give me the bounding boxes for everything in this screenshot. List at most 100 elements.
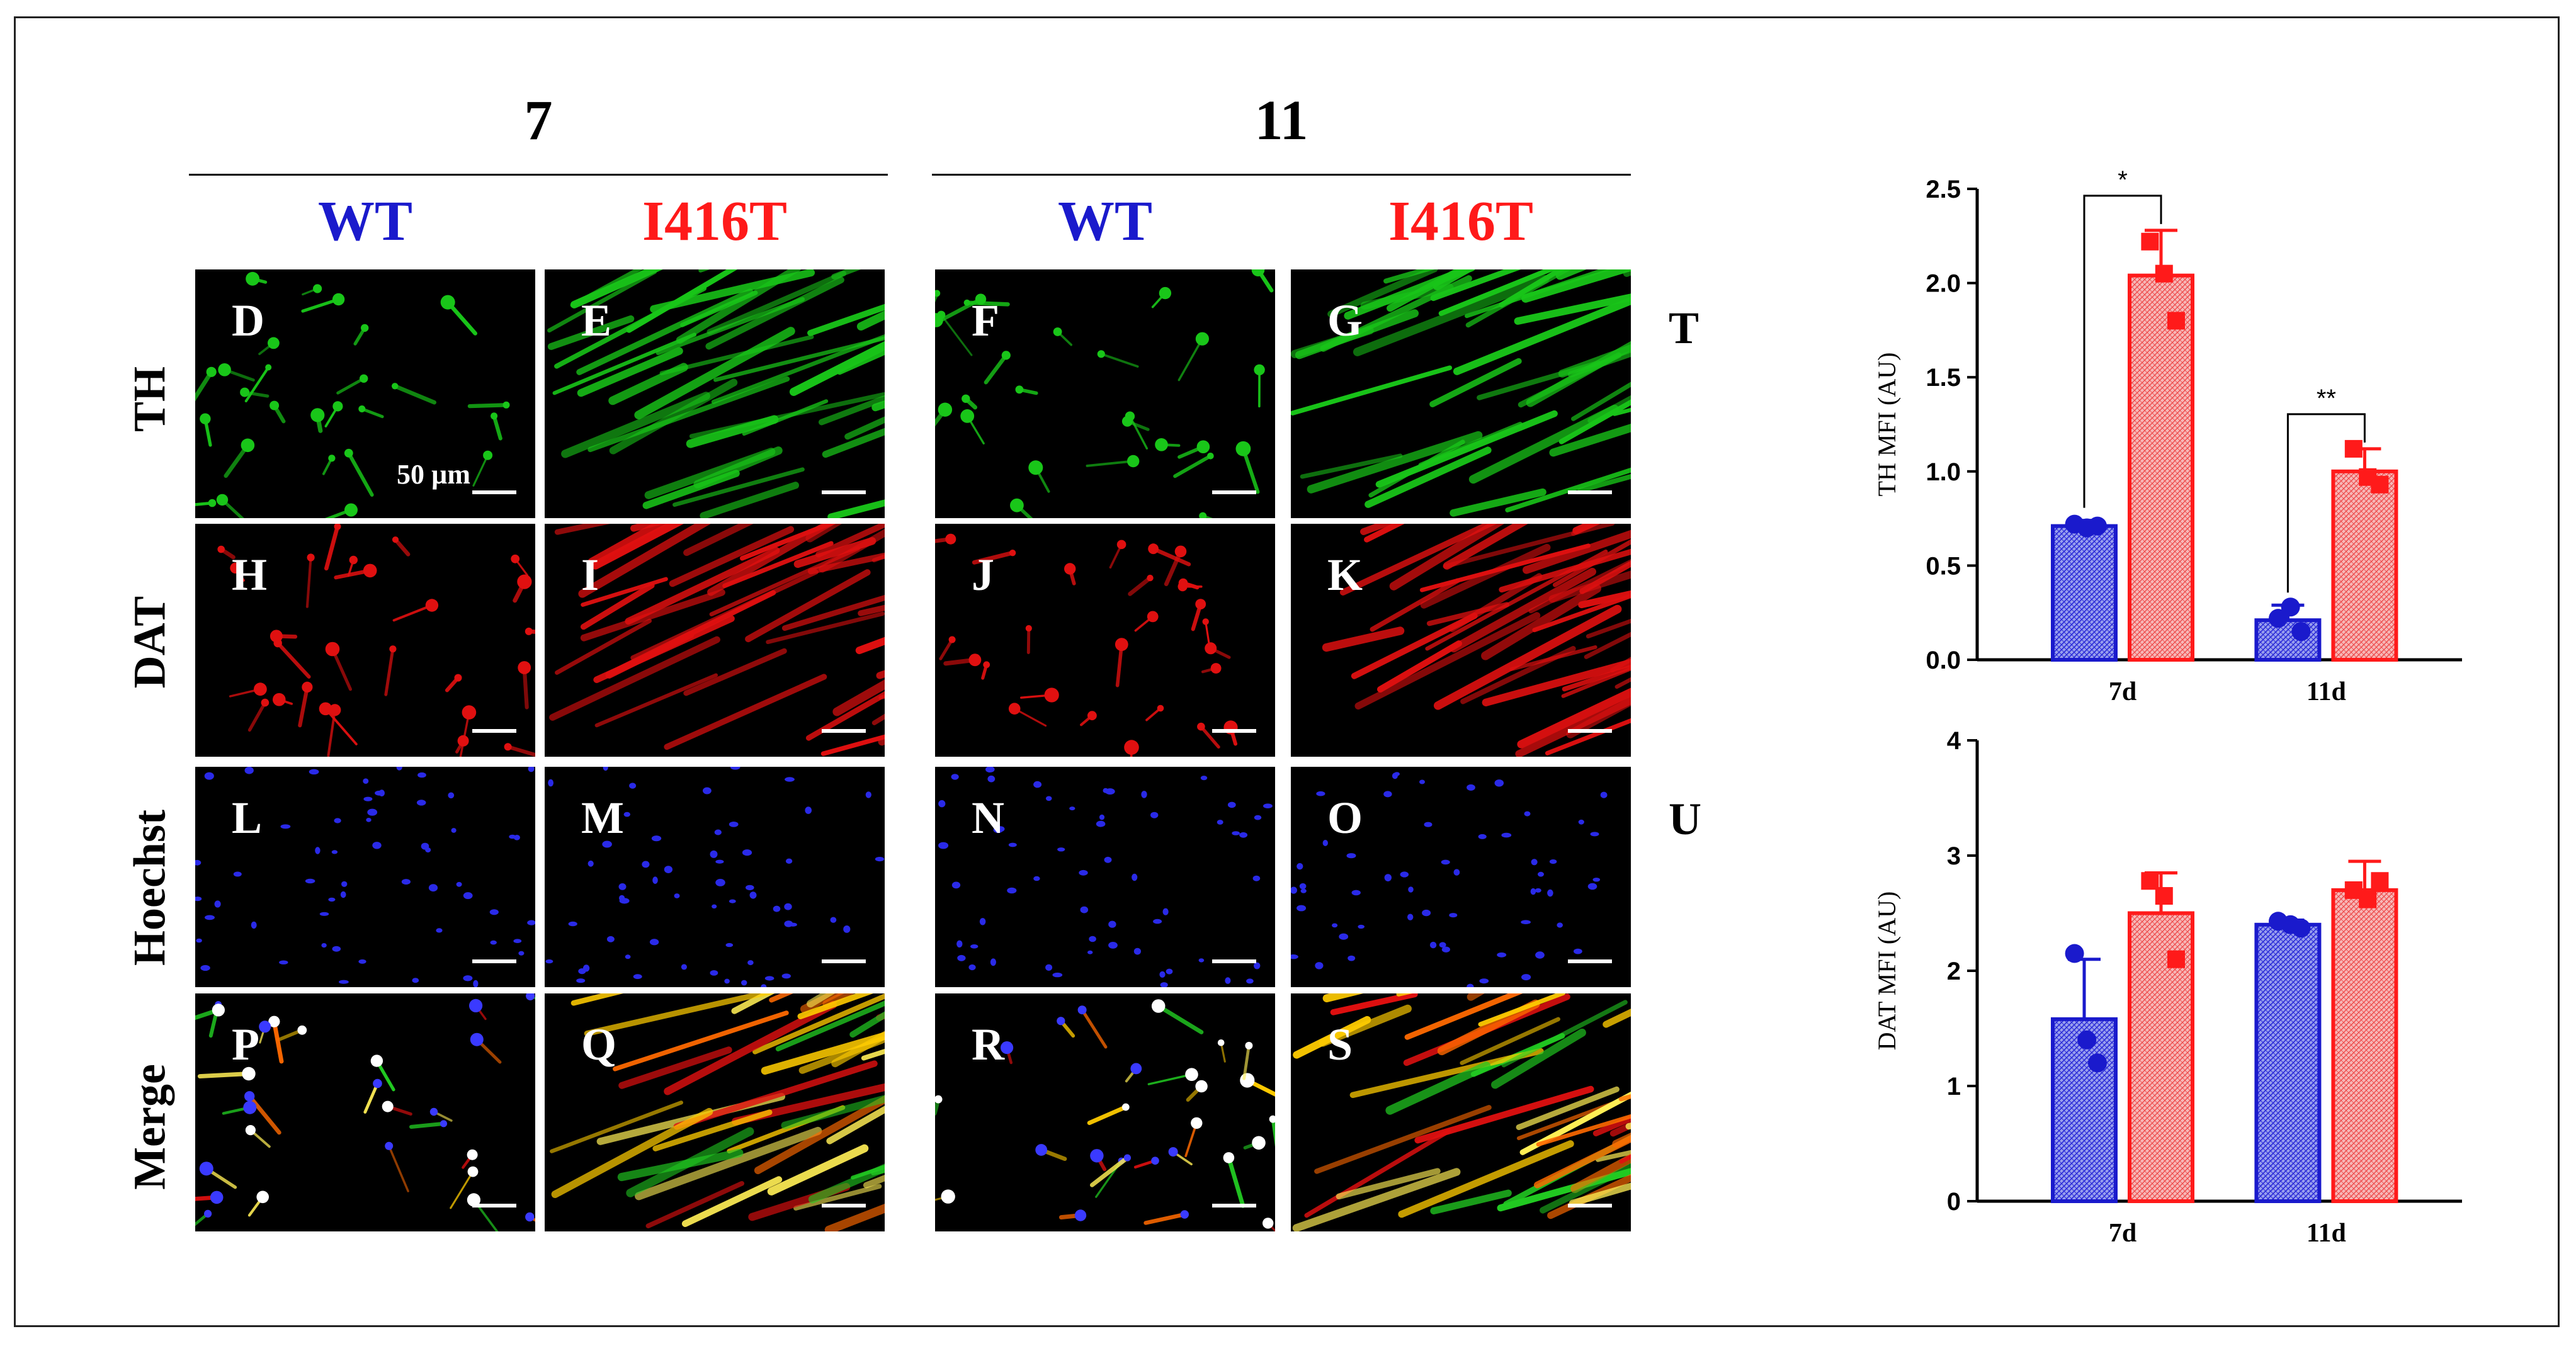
cell-body (525, 1212, 535, 1222)
nucleus (1358, 924, 1365, 929)
nucleus (843, 925, 851, 933)
cell-process (324, 707, 358, 745)
nucleus (741, 980, 747, 986)
cell-process (576, 288, 753, 375)
nucleus (1535, 951, 1545, 959)
micrograph-image (1292, 993, 1631, 1231)
cell-body (242, 1066, 256, 1081)
panel-label-t: T (1669, 303, 1699, 353)
data-point (2155, 264, 2173, 283)
nucleus (1045, 796, 1052, 801)
cell-body (526, 993, 535, 1000)
data-point (2344, 439, 2363, 458)
cell-process (360, 407, 384, 419)
cell-body (270, 630, 283, 643)
cell-body (1180, 1210, 1189, 1219)
cell-process (1414, 1085, 1594, 1144)
cell-body (1199, 512, 1207, 518)
cell-process (689, 392, 885, 439)
cell-process (580, 589, 725, 642)
nucleus (629, 783, 637, 789)
scale-bar-label: 50 µm (397, 459, 471, 490)
data-point (2088, 1053, 2107, 1073)
cell-process (659, 334, 814, 376)
cell-process (939, 638, 954, 660)
nucleus (366, 818, 372, 822)
cell-process (672, 467, 805, 507)
nucleus (1530, 888, 1536, 895)
cell-body (360, 374, 368, 383)
cell-process (467, 403, 509, 409)
nucleus (367, 808, 378, 816)
cell-body (1269, 1115, 1275, 1123)
cell-body (440, 1120, 448, 1128)
group-title-7: 7 (524, 89, 553, 152)
cell-body (467, 1166, 479, 1177)
cell-process (547, 315, 635, 350)
scale-bar (1212, 729, 1256, 733)
cell-process (797, 993, 873, 1019)
nucleus (1478, 834, 1487, 839)
cell-body (1077, 1005, 1087, 1015)
nucleus (1351, 890, 1361, 896)
cell-process (1579, 560, 1631, 594)
cell-process (195, 370, 214, 402)
micrograph-image (1291, 772, 1608, 987)
panel-letter: J (972, 550, 994, 600)
cell-process (1570, 1153, 1631, 1194)
cell-process (551, 1107, 713, 1198)
nucleus (725, 942, 734, 947)
cell-process (837, 349, 885, 375)
micrograph-image (195, 993, 535, 1231)
nucleus (606, 936, 615, 942)
nucleus (1524, 811, 1531, 817)
micrograph-panel-th-0: D 50 µm (195, 269, 535, 518)
nucleus (785, 858, 793, 864)
cell-body (1185, 1068, 1198, 1081)
data-point (2155, 887, 2173, 905)
cell-process (1465, 269, 1572, 328)
nucleus (1441, 859, 1450, 865)
cell-body (1196, 440, 1210, 453)
data-point (2167, 950, 2185, 968)
cell-body (1151, 999, 1166, 1013)
nucleus (749, 891, 757, 899)
cell-process (1365, 446, 1492, 508)
cell-process (807, 303, 885, 336)
cell-process (555, 618, 652, 675)
panel-letter: Q (581, 1019, 617, 1070)
scale-bar (822, 959, 866, 963)
cell-process (818, 395, 885, 426)
cell-process (552, 332, 697, 395)
cell-process (1430, 269, 1521, 302)
data-point (2291, 919, 2311, 938)
significance-bracket (2083, 195, 2162, 508)
cell-body (1010, 498, 1024, 512)
cell-process (1377, 640, 1462, 693)
nucleus (715, 879, 725, 886)
nucleus (378, 789, 385, 797)
nucleus (724, 978, 730, 984)
cell-process (593, 615, 735, 683)
cell-process (635, 1126, 822, 1201)
cell-body (344, 503, 358, 517)
cell-process (1199, 725, 1220, 749)
micrograph-image (217, 524, 535, 757)
nucleus (996, 826, 1005, 832)
cell-process (1515, 696, 1631, 757)
nucleus (463, 892, 473, 900)
cell-process (781, 594, 885, 631)
cell-process (570, 993, 623, 1006)
nucleus (951, 881, 961, 889)
cell-process (844, 416, 885, 440)
x-tick-label: 7d (2109, 677, 2136, 706)
nucleus (334, 818, 341, 823)
nucleus (618, 883, 627, 890)
nucleus (1198, 958, 1205, 963)
cell-body (200, 413, 211, 424)
cell-body (491, 412, 498, 420)
nucleus (448, 792, 455, 799)
scale-bar (1568, 490, 1612, 494)
nucleus (1407, 913, 1414, 920)
cell-body (1015, 385, 1024, 394)
